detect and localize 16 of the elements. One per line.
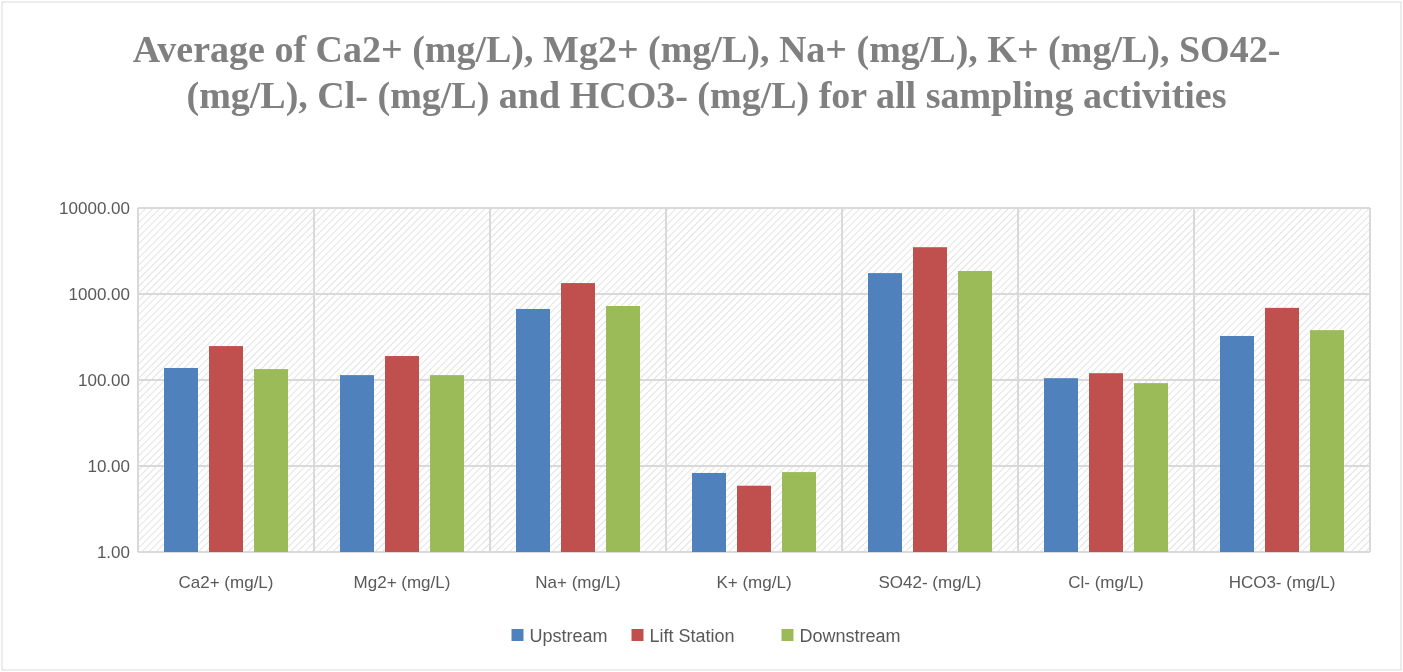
y-tick-label: 10.00 [87, 456, 130, 476]
y-tick-label: 100.00 [78, 370, 130, 390]
x-tick-label: Na+ (mg/L) [535, 573, 621, 592]
x-tick-label: Mg2+ (mg/L) [353, 573, 451, 592]
x-tick-label: SO42- (mg/L) [878, 573, 982, 592]
legend-label: Lift Station [649, 626, 735, 647]
legend-label: Upstream [529, 626, 608, 647]
x-tick-label: K+ (mg/L) [716, 573, 792, 592]
legend-label: Downstream [799, 626, 901, 647]
y-tick-label: 1.00 [96, 542, 130, 562]
x-tick-label: HCO3- (mg/L) [1228, 573, 1336, 592]
x-tick-label: Ca2+ (mg/L) [178, 573, 274, 592]
x-tick-label: Cl- (mg/L) [1068, 573, 1144, 592]
chart-title: Average of Ca2+ (mg/L), Mg2+ (mg/L), Na+ (mg/L), K+ (mg/L), SO42- (mg/L), Cl- (mg/L) and HCO3- (mg/L) for all sampling activities [132, 28, 1281, 117]
y-tick-label: 10000.00 [59, 198, 130, 218]
y-tick-label: 1000.00 [68, 284, 130, 304]
